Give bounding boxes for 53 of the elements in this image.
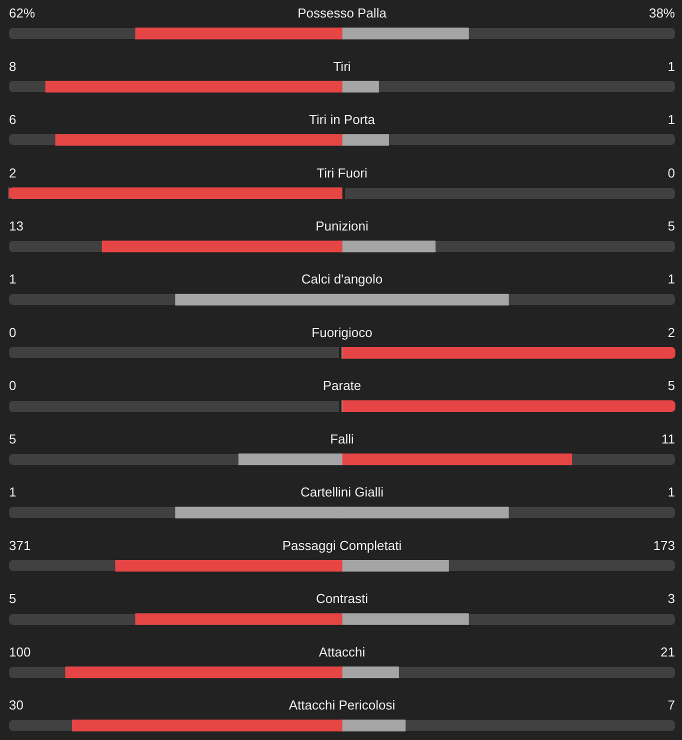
annotation: 11 [662,431,675,446]
y-tick-label: Falli [330,431,354,446]
annotation: 1 [9,272,16,287]
y-tick-label: Tiri in Porta [309,112,376,128]
bar [135,28,342,40]
y-tick-label: Calci d'angolo [301,272,383,287]
bar [8,187,342,200]
bar [342,666,399,678]
y-tick-label: Cartellini Gialli [300,484,384,500]
annotation: 5 [668,218,675,234]
y-tick-label: Fuorigioco [312,324,372,340]
annotation: 6 [9,112,16,128]
bar [342,720,406,732]
bar [342,134,389,146]
annotation: 100 [9,644,31,660]
y-tick-label: Tiri Fuori [316,165,368,180]
annotation: 13 [9,218,24,234]
annotation: 5 [9,591,16,606]
bar [342,240,436,252]
annotation: 7 [668,698,675,713]
bar [342,560,449,572]
annotation: 38% [648,6,676,21]
annotation: 1 [668,272,675,287]
annotation: 1 [668,112,675,128]
y-tick-label: Attacchi Pericolosi [288,698,396,713]
annotation: 3 [668,591,675,606]
y-tick-label: Passaggi Completati [282,538,402,553]
y-tick-label: Parate [322,378,362,394]
annotation: 5 [668,378,675,394]
annotation: 1 [668,484,675,500]
annotation: 5 [9,431,16,446]
bar [342,28,469,40]
y-tick-label: Attacchi [318,644,366,660]
annotation: 30 [9,698,24,713]
annotation: 1 [668,58,675,74]
y-tick-label: Punizioni [316,218,368,234]
annotation: 2 [9,165,16,180]
annotation: 21 [660,644,675,660]
annotation: 0 [668,165,675,180]
bar [342,613,469,625]
annotation: 8 [9,58,16,74]
y-tick-label: Possesso Palla [298,6,388,21]
annotation: 371 [9,538,31,553]
y-tick-label: Contrasti [316,591,368,606]
y-tick-label: Tiri [333,58,351,74]
bar [342,80,379,93]
annotation: 2 [668,324,675,340]
annotation: 1 [9,484,16,500]
annotation: 0 [9,378,16,394]
annotation: 0 [9,324,16,340]
bar [135,613,342,625]
annotation: 62% [9,6,36,21]
annotation: 173 [653,538,675,553]
